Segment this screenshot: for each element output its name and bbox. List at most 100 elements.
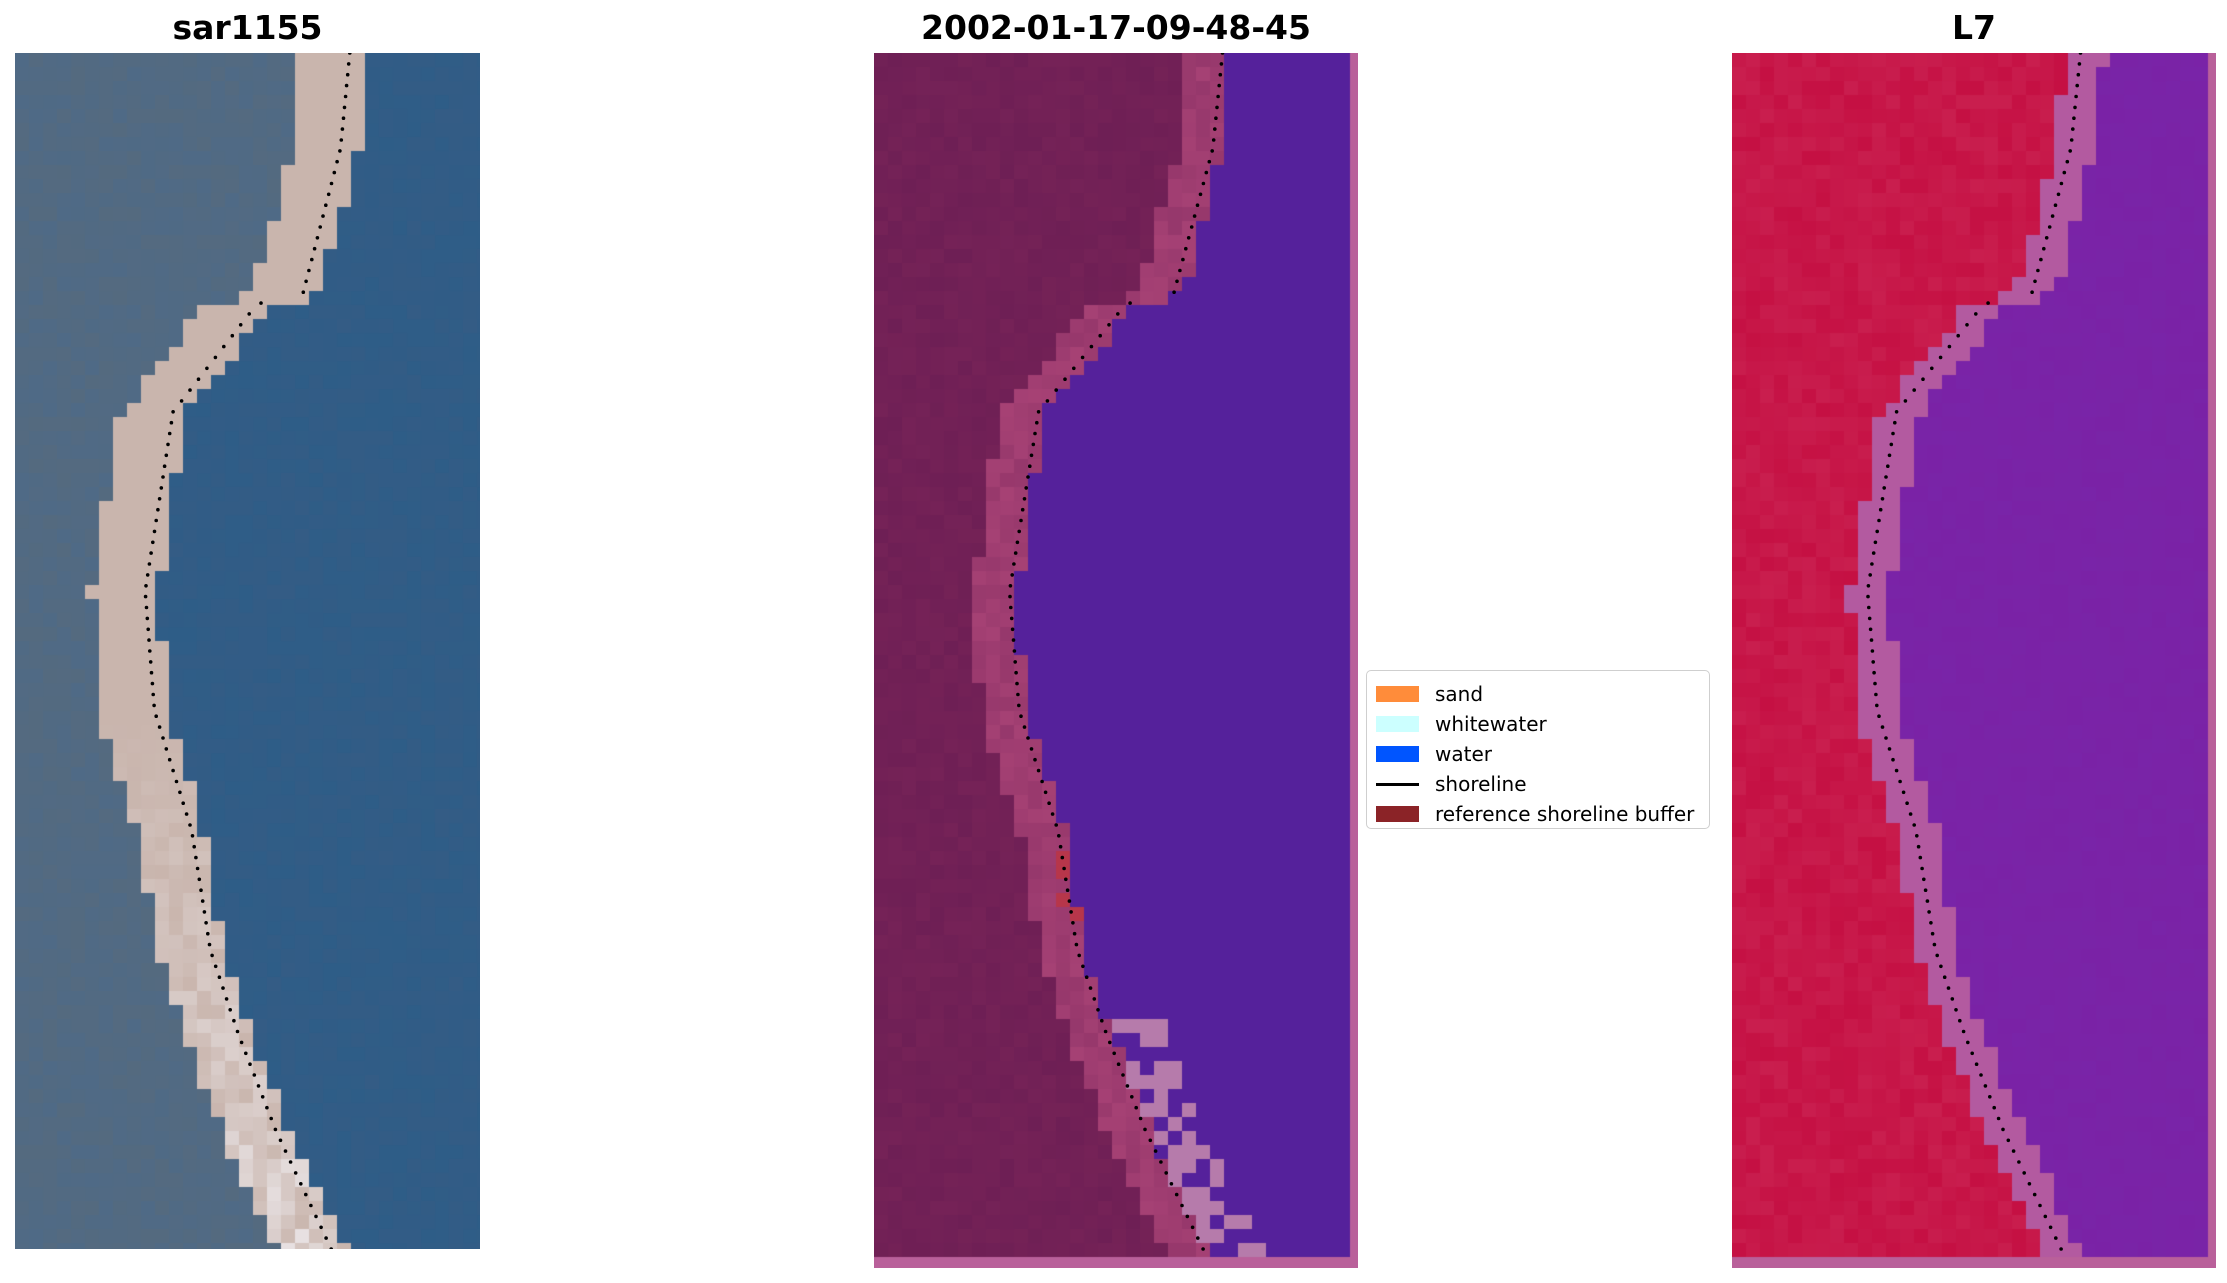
shoreline-point — [164, 747, 169, 751]
shoreline-point — [2071, 127, 2075, 131]
shoreline-point — [167, 757, 172, 762]
shoreline-point — [1077, 953, 1081, 958]
shoreline-point — [244, 1051, 248, 1056]
shoreline-point — [1116, 312, 1120, 316]
shoreline-point — [1219, 62, 1224, 66]
shoreline-point — [1916, 844, 1921, 849]
shoreline-point — [210, 953, 214, 958]
shoreline-point — [1060, 855, 1065, 860]
shoreline-point — [2076, 72, 2081, 77]
shoreline-point — [1036, 410, 1041, 414]
shoreline-point — [1033, 757, 1037, 762]
shoreline-point — [179, 399, 184, 403]
shoreline-point — [247, 312, 251, 316]
shoreline-point — [1880, 497, 1885, 501]
shoreline-point — [1992, 1105, 1996, 1110]
shoreline-point — [1116, 1062, 1121, 1066]
shoreline-point — [2077, 62, 2082, 66]
shoreline-point — [144, 584, 148, 588]
shoreline-point — [1875, 703, 1879, 708]
shoreline-point — [329, 181, 334, 186]
shoreline-point — [1201, 181, 1206, 186]
shoreline-point — [1010, 627, 1015, 632]
shoreline-point — [1017, 703, 1021, 708]
panel-title-rgb: sar1155 — [172, 8, 323, 47]
shoreline-point — [151, 540, 155, 545]
shoreline-point — [162, 464, 167, 469]
shoreline-point — [1198, 192, 1203, 197]
shoreline-point — [1870, 562, 1874, 566]
shoreline-point — [1889, 442, 1894, 447]
shoreline-point — [195, 866, 200, 871]
shoreline-point — [204, 921, 208, 925]
shoreline-point — [1175, 279, 1179, 284]
shoreline-point — [147, 638, 151, 642]
shoreline-point — [2062, 170, 2067, 175]
shoreline-point — [2059, 1247, 2063, 1251]
shoreline-point — [2030, 290, 2034, 294]
shoreline-point — [1128, 301, 1132, 305]
shoreline-point — [1067, 899, 1072, 903]
shoreline-point — [1069, 910, 1073, 914]
shoreline-point — [1010, 573, 1014, 577]
legend-item-sand: sand — [1376, 679, 1700, 709]
shoreline-point — [1013, 551, 1018, 555]
shoreline-point — [293, 1171, 298, 1175]
shoreline-point — [1080, 355, 1085, 360]
shoreline-point — [2074, 94, 2078, 99]
shoreline-point — [1181, 257, 1185, 262]
shoreline-point — [1947, 344, 1952, 349]
shoreline-point — [1008, 584, 1013, 588]
shoreline-point — [2048, 1225, 2053, 1230]
shoreline-point — [157, 497, 162, 501]
shoreline-point — [1213, 127, 1217, 131]
shoreline-point — [1930, 931, 1935, 936]
shoreline-point — [174, 779, 179, 784]
shoreline-point — [1870, 649, 1875, 653]
legend-item-shoreline: shoreline — [1376, 769, 1700, 799]
shoreline-point — [1184, 246, 1188, 251]
shoreline-point — [1912, 823, 1916, 827]
shoreline-point — [1172, 290, 1176, 294]
shoreline-point — [167, 431, 172, 436]
shoreline-point — [1946, 986, 1951, 990]
shoreline-point — [1875, 529, 1879, 534]
shoreline-point — [171, 410, 175, 414]
shoreline-point — [1012, 649, 1017, 653]
shoreline-point — [1134, 1105, 1138, 1110]
shoreline-point — [1922, 877, 1926, 882]
shoreline-point — [1908, 812, 1913, 816]
shoreline-point — [1216, 94, 1220, 99]
shoreline-point — [315, 236, 320, 240]
water-swatch — [1376, 746, 1419, 762]
shoreline-point — [2006, 1138, 2011, 1143]
shoreline-point — [184, 812, 189, 816]
shoreline-point — [321, 214, 325, 218]
shoreline-point — [1024, 486, 1028, 490]
shoreline-point — [1026, 736, 1030, 740]
shoreline-point — [1112, 1051, 1116, 1056]
shoreline-point — [260, 1095, 265, 1099]
shoreline-point — [149, 551, 153, 555]
shoreline-point — [1096, 1008, 1100, 1012]
shoreline-point — [1169, 1182, 1174, 1186]
shoreline-point — [1029, 453, 1034, 458]
shoreline-overlay — [143, 53, 352, 1249]
shoreline-point — [171, 768, 175, 773]
shoreline-point — [1143, 1127, 1147, 1132]
shoreline-point — [2050, 214, 2055, 218]
shoreline-point — [309, 1203, 313, 1208]
shoreline-point — [150, 681, 155, 686]
shoreline-point — [146, 627, 150, 632]
shoreline-point — [341, 116, 346, 120]
shoreline-point — [1189, 225, 1194, 229]
shoreline-point — [1983, 1084, 1988, 1088]
shoreline-point — [1186, 236, 1191, 240]
shoreline-point — [1063, 377, 1067, 382]
shoreline-point — [213, 355, 218, 360]
shoreline-point — [1064, 877, 1068, 882]
shoreline-point — [145, 616, 150, 621]
shoreline-point — [1011, 638, 1016, 642]
shoreline-point — [1970, 1051, 1974, 1056]
buffer-swatch — [1376, 806, 1419, 822]
